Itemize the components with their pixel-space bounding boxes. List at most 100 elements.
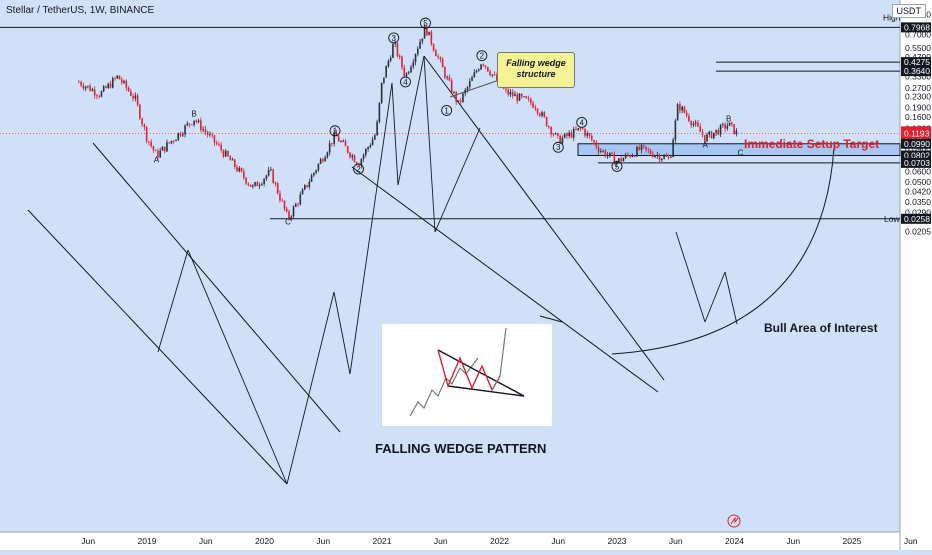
candle <box>220 142 223 153</box>
candle-body <box>193 120 195 125</box>
wave-label-circle <box>329 125 341 137</box>
candle <box>570 130 573 139</box>
y-tick-label: 0.2300 <box>905 92 931 102</box>
candle-body <box>349 152 351 158</box>
candle <box>541 110 543 118</box>
candle-body <box>473 72 476 78</box>
candle-body <box>172 140 175 142</box>
candle <box>548 125 550 130</box>
candle-body <box>218 144 220 146</box>
candle <box>281 198 284 202</box>
candle <box>683 105 686 114</box>
candle-body <box>204 129 207 133</box>
candle-body <box>362 154 365 160</box>
candle-body <box>220 145 223 151</box>
trend-lines-layer <box>27 55 835 485</box>
candle-body <box>281 200 284 202</box>
candle-body <box>157 150 159 158</box>
candle-body <box>466 86 469 90</box>
candle <box>294 202 297 208</box>
candle-body <box>181 134 184 136</box>
candle <box>482 63 485 68</box>
candle <box>609 152 611 159</box>
candle-body <box>690 121 693 126</box>
candle <box>520 92 523 99</box>
candle-body <box>285 208 288 212</box>
candle-body <box>279 193 281 201</box>
candle <box>331 143 333 147</box>
candle-body <box>299 194 302 205</box>
candle-body <box>726 125 729 129</box>
candle-body <box>403 67 406 77</box>
candle <box>699 123 702 132</box>
candle-body <box>276 183 279 194</box>
wave-label-text: 2 <box>480 52 485 61</box>
candle-body <box>267 169 270 176</box>
candle <box>414 53 417 66</box>
candle-body <box>407 72 410 74</box>
wave-label-text: 4 <box>403 78 408 87</box>
candle-body <box>640 145 643 150</box>
price-label-box <box>901 138 931 149</box>
candle <box>317 163 320 173</box>
candle <box>455 91 458 106</box>
candle-body <box>145 127 148 142</box>
candle <box>437 53 439 60</box>
candle <box>715 129 717 136</box>
candle <box>288 209 290 221</box>
candle <box>351 153 354 161</box>
candle-body <box>168 142 171 144</box>
candle-body <box>588 133 591 136</box>
candle <box>89 83 91 92</box>
candle <box>532 100 534 109</box>
candle <box>590 133 593 142</box>
candle <box>143 123 146 131</box>
currency-button[interactable]: USDT <box>891 4 926 18</box>
candle <box>184 124 186 138</box>
candle-body <box>213 135 216 143</box>
candle-body <box>550 127 552 135</box>
candle-body <box>688 115 690 122</box>
candle-body <box>713 132 715 139</box>
candle-body <box>353 155 356 163</box>
candle <box>308 178 311 190</box>
candle <box>249 184 252 187</box>
candle-body <box>455 92 458 102</box>
price-label-box <box>901 213 931 224</box>
candle-body <box>200 120 202 131</box>
candle-body <box>717 129 720 135</box>
price-label-level: 0.0802 <box>901 150 931 161</box>
candle-body <box>114 78 116 79</box>
candle <box>663 154 665 160</box>
candle <box>215 140 218 146</box>
candle <box>428 31 430 36</box>
candle <box>679 101 681 114</box>
candle-body <box>184 125 186 135</box>
candle-body <box>566 133 568 136</box>
low-label: Low <box>884 214 900 224</box>
price-label-low: 0.0258 <box>901 213 931 224</box>
candle-body <box>398 56 401 58</box>
candle-body <box>679 104 681 111</box>
candle-body <box>335 132 338 137</box>
candle-body <box>536 108 539 114</box>
candle <box>545 116 548 127</box>
candle-body <box>701 131 704 136</box>
candle-body <box>615 161 618 165</box>
candle <box>401 55 403 71</box>
candle-body <box>579 128 582 129</box>
candle <box>206 130 209 138</box>
wave-label-circle <box>441 104 453 116</box>
candle-body <box>649 150 652 154</box>
candle <box>430 29 433 47</box>
candle <box>563 133 566 139</box>
candles-layer <box>78 24 738 222</box>
candle <box>638 144 641 151</box>
candle-body <box>724 124 726 129</box>
candle-body <box>654 155 656 158</box>
candle <box>245 177 247 186</box>
candle <box>107 82 110 90</box>
candle <box>509 89 512 98</box>
candle <box>688 113 690 123</box>
candle <box>186 121 189 127</box>
